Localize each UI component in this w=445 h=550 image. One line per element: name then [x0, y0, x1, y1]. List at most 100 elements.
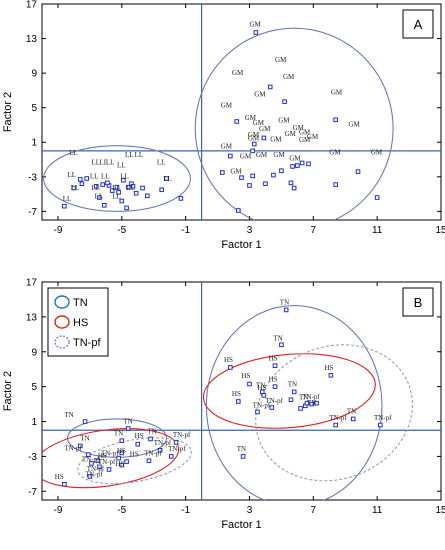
- panel-b-point-tn-pf: [269, 405, 275, 410]
- panel-b-point-tn-pf: [168, 454, 174, 459]
- panel-a-point-ll: [101, 203, 107, 208]
- panel-b-legend: TN HS TN-pf: [47, 287, 109, 357]
- panel-b-point-hs: [247, 381, 252, 387]
- panel-a-point-gm: [291, 185, 297, 191]
- panel-b-point-label: HS: [130, 450, 139, 458]
- panel-a-point-ll: [71, 185, 77, 191]
- panel-a-x-axis-label: Factor 1: [221, 239, 261, 251]
- panel-a-point-gm: [295, 163, 300, 168]
- panel-b-point-label: TN: [307, 399, 316, 407]
- panel-a-series-gm: [220, 30, 380, 213]
- panel-b-point-label: TN: [347, 408, 356, 416]
- panel-a-point-gm: [220, 170, 225, 175]
- panel-a-point-gm: [236, 208, 241, 213]
- panel-b-legend-swatch-tn: [54, 295, 70, 309]
- panel-b-ytick-label: -7: [28, 487, 37, 498]
- panel-a-point-ll: [78, 177, 83, 182]
- panel-a-point-label: LL: [99, 159, 108, 167]
- panel-a-point-ll: [164, 176, 169, 181]
- panel-b-point-tn: [240, 454, 246, 459]
- panel-a-point-label: LL: [120, 173, 129, 181]
- panel-b-point-label: HS: [224, 356, 233, 364]
- panel-b-point-label: TN-pf: [154, 439, 172, 447]
- panel-a-point-ll: [159, 187, 164, 193]
- panel-a-point-ll: [145, 193, 150, 199]
- panel-a-point-label: GM: [259, 125, 271, 133]
- panel-b-xtick-label: 15: [435, 505, 445, 516]
- panel-a-point-label: GM: [253, 119, 265, 127]
- panel-b-point-label: TN: [114, 429, 123, 437]
- panel-a-point-label: GM: [299, 128, 311, 136]
- panel-b-point-label: TN-pf: [101, 450, 119, 458]
- panel-a-point-label: LL: [106, 159, 115, 167]
- panel-b-point-label: TN-pf: [64, 444, 82, 452]
- panel-a-point-ll: [93, 184, 99, 189]
- panel-a-point-gm: [279, 168, 284, 174]
- panel-b-point-hs: [236, 399, 241, 404]
- panel-a-point-gm: [299, 160, 305, 166]
- panel-a-y-axis-label: Factor 2: [2, 92, 14, 132]
- panel-a-point-ll: [178, 196, 184, 201]
- panel-a-point-ll: [125, 184, 131, 190]
- panel-a-point-ll: [105, 180, 110, 186]
- panel-b-x-axis-label: Factor 1: [221, 519, 261, 531]
- panel-b-point-hs: [261, 393, 267, 398]
- panel-b-point-tn-pf: [288, 397, 294, 403]
- panel-a-point-ll: [133, 190, 139, 196]
- panel-b-ytick-label: 9: [31, 347, 37, 358]
- panel-b-point-tn: [119, 438, 125, 444]
- panel-b-point-label: TN: [256, 382, 265, 390]
- panel-a-point-gm: [253, 30, 259, 35]
- panel-a-point-label: GM: [285, 130, 297, 138]
- panel-a-xtick-label: 7: [311, 225, 317, 236]
- panel-b-point-label: TN-pf: [374, 414, 392, 422]
- panel-b-point-label: TN: [280, 299, 289, 307]
- panel-b-point-label: TN-pf: [302, 393, 320, 401]
- panel-b-point-tn-pf: [146, 458, 152, 464]
- panel-b-xtick-label: -1: [181, 505, 190, 516]
- panel-a-point-label: LL: [95, 192, 104, 200]
- panel-a-point-label: LL: [90, 173, 99, 181]
- panel-a-point-gm: [271, 172, 276, 178]
- panel-b-point-tn: [279, 342, 284, 348]
- panel-b-ytick-label: -3: [28, 452, 37, 463]
- panel-b-point-hs: [228, 365, 233, 370]
- panel-a-ytick-label: 1: [31, 138, 37, 149]
- panel-a-ellipse-gm: [194, 27, 394, 220]
- panel-b-point-label: HS: [324, 364, 333, 372]
- panel-b-legend-swatch-hs: [54, 315, 70, 329]
- panel-a-point-label: GM: [248, 135, 260, 143]
- panel-a-ytick-label: 9: [31, 69, 37, 80]
- panel-b-point-tn-pf: [255, 409, 260, 415]
- panel-a-point-gm: [290, 164, 295, 169]
- panel-b-point-tn: [291, 389, 297, 395]
- panel-a-point-ll: [84, 176, 89, 181]
- panel-b-point-label: HS: [269, 354, 278, 362]
- panel-a-point-ll: [119, 198, 125, 204]
- panel-b-point-tn-pf: [333, 422, 338, 428]
- panel-b-point-tn-pf: [85, 452, 91, 457]
- panel-a-point-gm: [247, 183, 252, 188]
- panel-b-point-label: TN-pf: [173, 431, 191, 439]
- panel-a-point-ll: [116, 190, 121, 195]
- panel-a-point-label: GM: [331, 89, 343, 97]
- panel-a-point-label: GM: [221, 142, 233, 150]
- panel-a-ytick-label: 17: [26, 0, 38, 11]
- panel-a-ytick-label: -7: [28, 207, 37, 218]
- panel-b-point-tn: [148, 436, 153, 442]
- panel-a-point-ll: [100, 182, 105, 187]
- panel-a-point-ll: [121, 177, 126, 183]
- panel-a-point-gm: [261, 135, 267, 141]
- panel-a-point-label: GM: [256, 151, 268, 159]
- panel-b-point-label: HS: [55, 473, 64, 481]
- panel-a-xtick-label: -1: [181, 225, 190, 236]
- panel-a-point-label: LL: [117, 161, 126, 169]
- panel-b-y-axis-label: Factor 2: [2, 371, 14, 411]
- panel-b-ytick-label: 17: [26, 278, 38, 289]
- panel-a-point-gm: [333, 182, 338, 187]
- panel-a-point-label: GM: [232, 69, 244, 77]
- panel-b-point-tn-pf: [309, 401, 315, 407]
- panel-a-point-gm: [228, 153, 233, 159]
